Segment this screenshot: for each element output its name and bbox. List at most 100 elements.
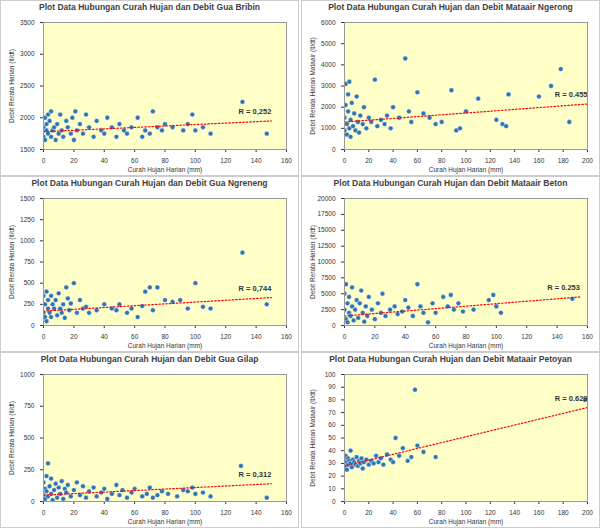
svg-text:0: 0: [343, 509, 347, 516]
svg-text:160: 160: [281, 333, 292, 340]
svg-text:90: 90: [328, 383, 336, 390]
svg-text:17500: 17500: [317, 210, 335, 217]
svg-text:1000: 1000: [20, 371, 35, 378]
svg-text:200: 200: [582, 509, 593, 516]
svg-text:140: 140: [552, 333, 563, 340]
svg-text:500: 500: [24, 434, 35, 441]
svg-text:3000: 3000: [20, 50, 35, 57]
svg-text:Curah Hujan Harian (mm): Curah Hujan Harian (mm): [128, 342, 202, 350]
svg-text:500: 500: [24, 279, 35, 286]
svg-text:Curah Hujan Harian (mm): Curah Hujan Harian (mm): [429, 166, 503, 174]
svg-text:60: 60: [131, 509, 139, 516]
svg-text:160: 160: [582, 333, 593, 340]
svg-text:120: 120: [220, 509, 231, 516]
svg-text:80: 80: [462, 333, 470, 340]
svg-text:120: 120: [521, 333, 532, 340]
svg-text:120: 120: [220, 333, 231, 340]
svg-text:4000: 4000: [321, 61, 336, 68]
svg-text:10000: 10000: [317, 258, 335, 265]
svg-text:15000: 15000: [317, 226, 335, 233]
svg-text:0: 0: [42, 333, 46, 340]
svg-text:80: 80: [161, 157, 169, 164]
svg-text:20: 20: [371, 333, 379, 340]
svg-text:120: 120: [220, 157, 231, 164]
svg-text:2000: 2000: [321, 103, 336, 110]
svg-text:250: 250: [24, 466, 35, 473]
svg-text:60: 60: [432, 333, 440, 340]
svg-text:180: 180: [558, 509, 569, 516]
svg-text:20: 20: [328, 472, 336, 479]
svg-text:40: 40: [328, 447, 336, 454]
svg-text:160: 160: [281, 509, 292, 516]
svg-text:60: 60: [131, 157, 139, 164]
svg-text:140: 140: [509, 157, 520, 164]
svg-text:750: 750: [24, 258, 35, 265]
svg-text:30: 30: [328, 459, 336, 466]
svg-text:20000: 20000: [317, 195, 335, 202]
svg-text:Debit Rerata Harian Mataair (l: Debit Rerata Harian Mataair (lt/dt): [309, 389, 317, 487]
svg-text:250: 250: [24, 300, 35, 307]
svg-text:2500: 2500: [321, 306, 336, 313]
svg-text:750: 750: [24, 402, 35, 409]
svg-text:1000: 1000: [20, 237, 35, 244]
svg-text:2000: 2000: [20, 114, 35, 121]
svg-text:160: 160: [533, 509, 544, 516]
svg-text:20: 20: [70, 157, 78, 164]
svg-text:180: 180: [558, 157, 569, 164]
svg-text:100: 100: [190, 509, 201, 516]
svg-text:0: 0: [332, 146, 336, 153]
svg-text:R = 0.629: R = 0.629: [555, 394, 588, 403]
svg-text:Debit Rerata Harian Mataair (l: Debit Rerata Harian Mataair (lt/dt): [309, 37, 317, 135]
svg-text:Curah Hujan Harian (mm): Curah Hujan Harian (mm): [128, 166, 202, 174]
svg-text:200: 200: [582, 157, 593, 164]
svg-text:140: 140: [509, 509, 520, 516]
svg-text:100: 100: [325, 371, 336, 378]
svg-text:0: 0: [42, 509, 46, 516]
svg-text:1500: 1500: [20, 146, 35, 153]
svg-text:40: 40: [101, 509, 109, 516]
svg-text:60: 60: [328, 421, 336, 428]
svg-text:20: 20: [70, 333, 78, 340]
svg-text:R = 0,252: R = 0,252: [239, 107, 272, 116]
svg-text:100: 100: [190, 157, 201, 164]
svg-text:100: 100: [461, 509, 472, 516]
svg-text:12500: 12500: [317, 242, 335, 249]
svg-text:0: 0: [31, 498, 35, 505]
svg-text:1250: 1250: [20, 216, 35, 223]
svg-text:60: 60: [414, 157, 422, 164]
svg-text:5000: 5000: [321, 290, 336, 297]
svg-text:50: 50: [328, 434, 336, 441]
svg-text:40: 40: [389, 509, 397, 516]
svg-text:20: 20: [70, 509, 78, 516]
svg-text:140: 140: [251, 333, 262, 340]
svg-text:5000: 5000: [321, 40, 336, 47]
svg-text:Debit Rerata Harian (lt/dt): Debit Rerata Harian (lt/dt): [8, 225, 16, 299]
svg-text:Curah Hujan Harian (mm): Curah Hujan Harian (mm): [429, 342, 503, 350]
svg-text:0: 0: [31, 322, 35, 329]
svg-text:80: 80: [328, 396, 336, 403]
svg-text:70: 70: [328, 409, 336, 416]
svg-text:80: 80: [438, 157, 446, 164]
svg-text:80: 80: [161, 509, 169, 516]
svg-text:100: 100: [190, 333, 201, 340]
svg-text:Debit Rerata Harian (lt/dt): Debit Rerata Harian (lt/dt): [309, 225, 317, 299]
svg-text:40: 40: [101, 333, 109, 340]
svg-text:160: 160: [533, 157, 544, 164]
svg-text:3500: 3500: [20, 19, 35, 26]
svg-text:60: 60: [414, 509, 422, 516]
svg-text:140: 140: [251, 157, 262, 164]
svg-text:2500: 2500: [20, 82, 35, 89]
svg-text:0: 0: [42, 157, 46, 164]
svg-text:80: 80: [161, 333, 169, 340]
svg-text:R = 0,744: R = 0,744: [239, 284, 273, 293]
svg-text:0: 0: [332, 322, 336, 329]
svg-text:Curah Hujan Harian (mm): Curah Hujan Harian (mm): [429, 518, 503, 526]
svg-text:60: 60: [131, 333, 139, 340]
svg-text:Debit Rerata Harian (lt/dt): Debit Rerata Harian (lt/dt): [8, 49, 16, 123]
svg-text:R = 0.253: R = 0.253: [547, 283, 580, 292]
svg-text:160: 160: [281, 157, 292, 164]
svg-text:40: 40: [402, 333, 410, 340]
svg-text:Curah Hujan Harian (mm): Curah Hujan Harian (mm): [128, 518, 202, 526]
svg-text:40: 40: [101, 157, 109, 164]
svg-text:140: 140: [251, 509, 262, 516]
